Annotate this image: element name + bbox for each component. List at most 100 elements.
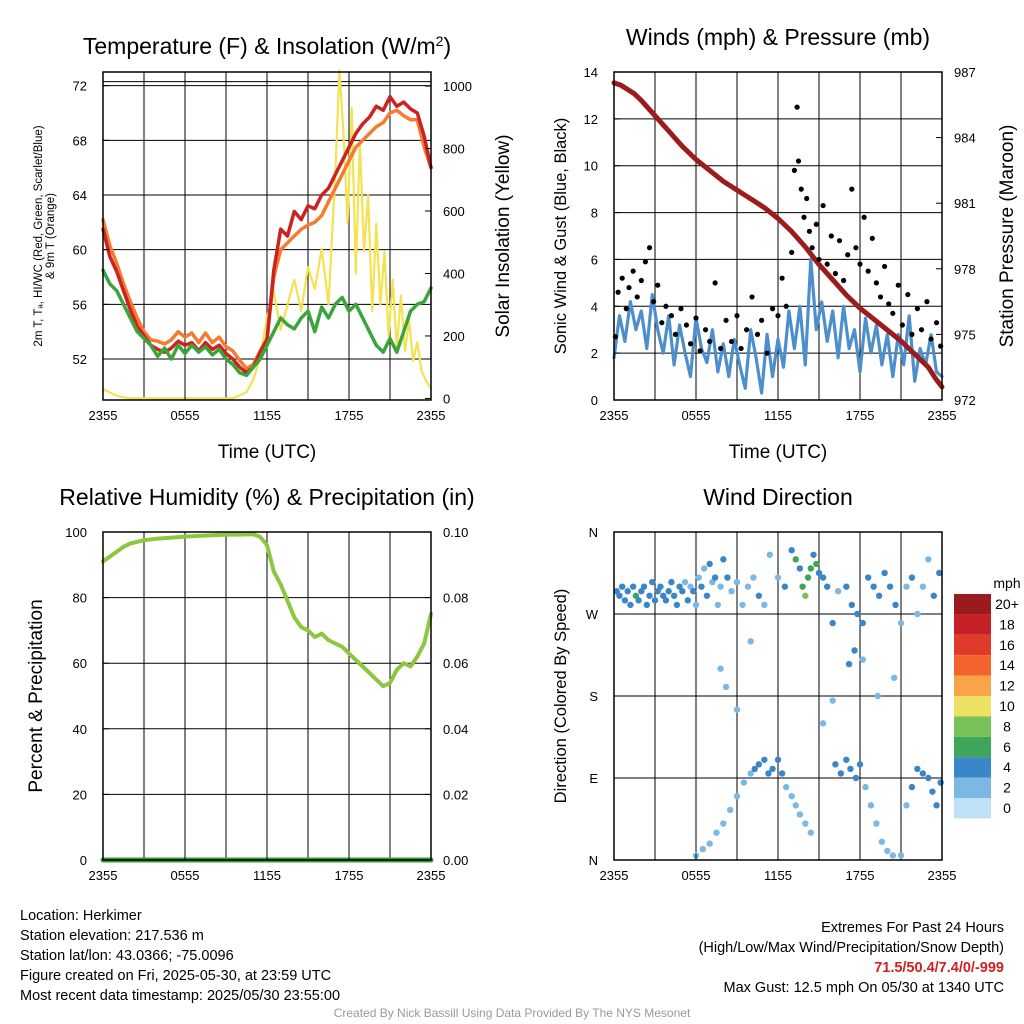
gust-point <box>899 322 905 328</box>
wind-ytick-label: 2 <box>591 346 598 361</box>
gust-point <box>820 202 826 209</box>
direction-point <box>695 574 702 581</box>
wind-ytick-label: 10 <box>584 159 598 174</box>
direction-point <box>733 578 741 586</box>
direction-point <box>713 829 720 836</box>
direction-point <box>873 820 880 827</box>
temp-y2tick-label: 200 <box>443 329 465 344</box>
rh-ylabel: Percent & Precipitation <box>26 599 47 792</box>
figure-created: Figure created on Fri, 2025-05-30, at 23… <box>20 968 332 984</box>
rh-xtick-label: 1755 <box>335 868 364 883</box>
temp-ytick-label: 68 <box>73 133 87 148</box>
gust-point <box>638 277 644 284</box>
gust-point <box>651 299 657 305</box>
direction-point <box>781 583 789 590</box>
direction-point <box>701 565 708 572</box>
gust-point <box>806 228 813 234</box>
gust-point <box>655 282 661 288</box>
direction-point <box>810 551 817 558</box>
gust-point <box>659 320 665 326</box>
direction-point <box>774 756 782 763</box>
direction-point <box>755 592 763 599</box>
wind-ytick-label: 6 <box>591 252 598 267</box>
gust-point <box>873 280 880 286</box>
gust-point <box>933 320 940 326</box>
wind-y2tick-label: 987 <box>954 65 976 80</box>
temp-ytick-label: 72 <box>73 79 87 94</box>
direction-point <box>886 583 894 590</box>
gust-point <box>824 261 830 267</box>
gust-point <box>754 331 761 337</box>
legend-label: 2 <box>1003 780 1011 796</box>
gust-point <box>775 313 781 319</box>
rh-ytick-label: 60 <box>73 656 87 671</box>
legend-title: mph <box>993 575 1020 591</box>
wind-ytick-label: 0 <box>591 393 598 408</box>
legend-label: 14 <box>999 657 1015 673</box>
temp-ytick-label: 52 <box>73 352 87 367</box>
direction-point <box>804 574 812 581</box>
gust-point <box>813 221 819 227</box>
direction-point <box>892 601 899 609</box>
gust-point <box>804 195 810 202</box>
gust-point <box>678 306 684 312</box>
gust-point <box>798 186 804 192</box>
temp-xtick-label: 0555 <box>171 408 200 423</box>
gust-point <box>861 214 867 220</box>
direction-point <box>684 597 691 604</box>
direction-point <box>699 845 707 853</box>
gust-point <box>869 235 875 241</box>
temp-ylabel2: Solar Insolation (Yellow) <box>493 134 514 337</box>
rh-xtick-label: 2355 <box>417 868 446 883</box>
extremes-panel: Extremes For Past 24 Hours (High/Low/Max… <box>699 918 1004 998</box>
legend-swatch <box>954 614 991 635</box>
legend-label: 20+ <box>995 596 1019 612</box>
direction-point <box>619 583 626 590</box>
direction-point <box>837 770 845 777</box>
gust-point <box>914 306 921 312</box>
wind-series-pressure <box>611 80 945 390</box>
direction-point <box>706 560 713 568</box>
direction-point <box>870 583 877 590</box>
gust-point <box>702 327 709 333</box>
legend-swatch <box>954 696 991 717</box>
direction-point <box>903 802 910 809</box>
station-latlon: Station lat/lon: 43.0366; -75.0096 <box>20 948 234 964</box>
dir-chart-title: Wind Direction <box>703 484 853 510</box>
direction-point <box>878 838 886 845</box>
direction-point <box>897 619 905 627</box>
direction-point <box>859 619 866 627</box>
direction-point <box>881 569 888 577</box>
wind-ylabel2: Station Pressure (Maroon) <box>997 125 1018 348</box>
temp-chart-title: Temperature (F) & Insolation (W/m2) <box>83 33 451 59</box>
direction-point <box>665 588 672 595</box>
direction-point <box>807 829 814 836</box>
direction-point <box>646 592 653 599</box>
direction-point <box>629 583 637 590</box>
dir-xtick-label: 2355 <box>928 868 957 883</box>
dir-ytick-label: N <box>589 853 598 868</box>
direction-point <box>937 779 944 786</box>
direction-point <box>903 583 910 590</box>
legend-swatch <box>954 716 991 737</box>
gust-point <box>646 245 653 251</box>
direction-point <box>640 583 648 590</box>
legend-swatch <box>954 777 991 798</box>
temp-y2tick-label: 1000 <box>443 79 472 94</box>
temp-ylabel-line: & 9m T (Orange) <box>45 193 57 279</box>
direction-point <box>624 588 631 595</box>
direction-point <box>747 638 754 645</box>
wind-chart-title: Winds (mph) & Pressure (mb) <box>626 24 930 50</box>
gust-point <box>795 158 802 164</box>
temp-xtick-label: 1755 <box>335 408 364 423</box>
direction-point <box>720 556 727 563</box>
gust-point <box>634 294 640 300</box>
direction-point <box>690 588 697 595</box>
rh-xtick-label: 2355 <box>89 868 118 883</box>
extremes-values: 71.5/50.4/7.4/0/-999 <box>874 960 1004 976</box>
gust-point <box>895 282 901 288</box>
direction-point <box>733 793 741 800</box>
station-elevation: Station elevation: 217.536 m <box>20 928 204 944</box>
temp-y2tick-label: 400 <box>443 266 465 281</box>
recent-timestamp: Most recent data timestamp: 2025/05/30 2… <box>20 988 341 1004</box>
